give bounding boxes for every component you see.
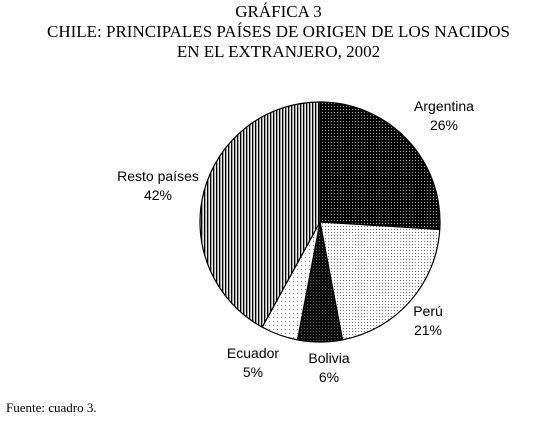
figure-number: GRÁFICA 3 bbox=[235, 2, 322, 21]
slice-name-peru: Perú bbox=[413, 303, 443, 319]
chart-title-line-2: EN EL EXTRANJERO, 2002 bbox=[176, 42, 381, 61]
source-note: Fuente: cuadro 3. bbox=[6, 400, 97, 415]
slice-name-ecuador: Ecuador bbox=[226, 345, 280, 361]
slice-name-resto-paises: Resto países bbox=[117, 168, 199, 184]
slice-percent-bolivia: 6% bbox=[318, 369, 340, 385]
pie-slice-peru bbox=[319, 221, 441, 341]
slice-label-resto-paises: Resto países 42% bbox=[105, 167, 211, 205]
slice-label-argentina: Argentina 26% bbox=[399, 97, 489, 135]
chart-title-block: GRÁFICA 3 CHILE: PRINCIPALES PAÍSES DE O… bbox=[0, 2, 557, 62]
slice-percent-argentina: 26% bbox=[429, 117, 459, 133]
slice-label-ecuador: Ecuador 5% bbox=[218, 344, 288, 382]
slice-label-peru: Perú 21% bbox=[398, 302, 458, 340]
slice-percent-ecuador: 5% bbox=[242, 364, 264, 380]
slice-label-bolivia: Bolivia 6% bbox=[296, 349, 362, 387]
pie-slice-resto-paises bbox=[199, 101, 321, 328]
slice-name-argentina: Argentina bbox=[414, 98, 474, 114]
pie-slices bbox=[199, 101, 441, 343]
slice-percent-resto-paises: 42% bbox=[143, 187, 173, 203]
chart-title-line-1: CHILE: PRINCIPALES PAÍSES DE ORIGEN DE L… bbox=[47, 22, 510, 41]
slice-name-bolivia: Bolivia bbox=[308, 350, 350, 366]
pie-slice-argentina bbox=[319, 101, 441, 231]
slice-percent-peru: 21% bbox=[413, 322, 443, 338]
